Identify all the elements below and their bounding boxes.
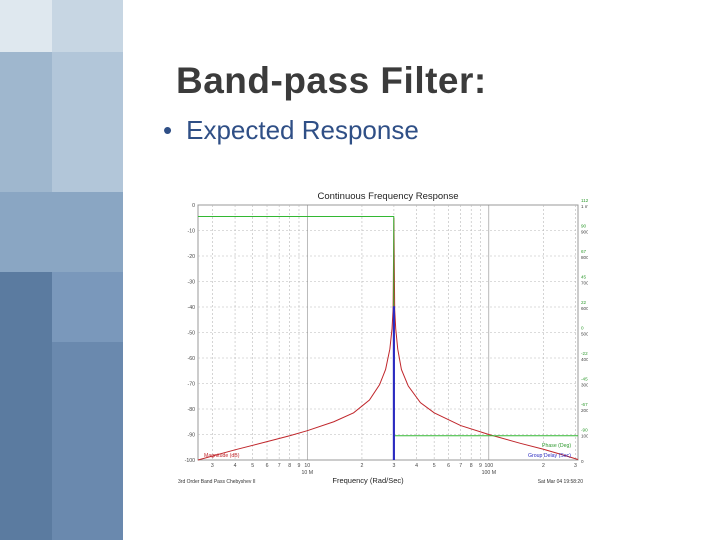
bullet-item: • Expected Response (163, 115, 419, 146)
right-delay-label: 400 u (581, 357, 588, 362)
legend-magnitude: Magnitude (dB) (204, 453, 240, 459)
right-delay-label: 900 u (581, 230, 588, 235)
x-tick-label: 7 (459, 463, 462, 469)
x-tick-label: 8 (288, 463, 291, 469)
right-phase-label: 112 (581, 198, 588, 203)
x-tick-label: 2 (542, 463, 545, 469)
y-tick-label: 0 (192, 203, 195, 209)
x-decade-label: 100 M (482, 470, 496, 476)
x-tick-label: 4 (415, 463, 418, 469)
frequency-response-chart: Continuous Frequency Response 0 -10 -20 -30 -… (176, 185, 588, 490)
y-tick-label: -70 (188, 382, 196, 388)
y-tick-label: -80 (188, 407, 196, 413)
x-tick-label: 10 (304, 463, 310, 469)
slide-title: Band-pass Filter: (176, 60, 487, 101)
legend-phase: Phase (Deg) (542, 443, 571, 449)
right-phase-label: 45 (581, 275, 587, 280)
x-tick-label: 7 (278, 463, 281, 469)
y-tick-label: -10 (188, 229, 196, 235)
right-delay-label: 500 u (581, 332, 588, 337)
x-tick-label: 9 (479, 463, 482, 469)
x-tick-label: 3 (392, 463, 395, 469)
bullet-dot: • (163, 115, 173, 145)
right-phase-label: -67 (581, 402, 588, 407)
right-phase-label: -45 (581, 377, 588, 382)
right-delay-label: 700 u (581, 281, 588, 286)
sidebar-decoration (0, 0, 123, 540)
right-phase-label: 90 (581, 224, 587, 229)
x-axis-label: Frequency (Rad/Sec) (332, 476, 404, 485)
y-tick-label: -40 (188, 305, 196, 311)
right-delay-label: 1 m (581, 204, 588, 209)
x-tick-label: 8 (470, 463, 473, 469)
x-tick-label: 5 (251, 463, 254, 469)
bullet-text: Expected Response (186, 115, 419, 145)
right-delay-label: 100 u (581, 434, 588, 439)
footer-left: 3rd Order Band Pass Chebyshev II (178, 479, 256, 485)
x-decade-label: 10 M (302, 470, 314, 476)
x-tick-label: 3 (211, 463, 214, 469)
right-phase-label: 0 (581, 326, 584, 331)
x-tick-label: 5 (433, 463, 436, 469)
y-tick-label: -30 (188, 280, 196, 286)
x-tick-label: 2 (360, 463, 363, 469)
x-tick-label: 6 (447, 463, 450, 469)
right-phase-label: 22 (581, 300, 587, 305)
right-delay-label: 300 u (581, 383, 588, 388)
right-phase-label: -90 (581, 428, 588, 433)
y-tick-label: -20 (188, 254, 196, 260)
x-tick-label: 6 (266, 463, 269, 469)
x-tick-label: 3 (574, 463, 577, 469)
right-delay-label: 600 u (581, 306, 588, 311)
right-phase-label: -22 (581, 351, 588, 356)
series-line-group-delay (392, 306, 395, 460)
y-tick-label: -60 (188, 356, 196, 362)
footer-right: Sat Mar 04 19:58:20 (538, 479, 584, 485)
y-tick-label: -90 (188, 433, 196, 439)
y-tick-label: -100 (185, 458, 195, 464)
y-tick-label: -50 (188, 331, 196, 337)
right-delay-label: 200 u (581, 408, 588, 413)
right-phase-label: 67 (581, 249, 587, 254)
chart-title: Continuous Frequency Response (317, 191, 458, 202)
right-delay-label: 0 (581, 459, 584, 464)
x-tick-label: 100 (484, 463, 493, 469)
x-tick-label: 9 (298, 463, 301, 469)
x-tick-label: 4 (234, 463, 237, 469)
right-delay-label: 800 u (581, 255, 588, 260)
legend-group-delay: Group Delay (Sec) (528, 453, 571, 459)
